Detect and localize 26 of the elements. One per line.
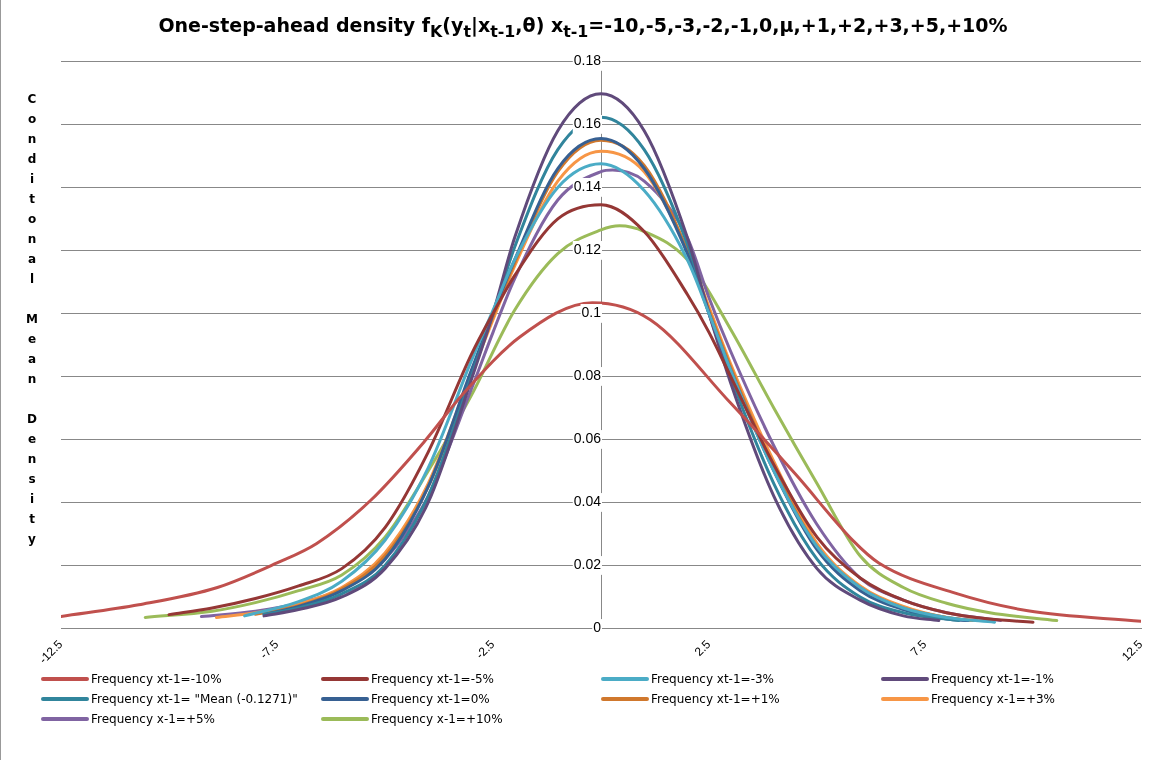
x-tick-label: -7.5 [256, 636, 282, 662]
y-tick-label: 0.06 [573, 430, 602, 447]
legend-label: Frequency xt-1=+1% [651, 692, 780, 706]
legend-label: Frequency xt-1=0% [371, 692, 490, 706]
legend-label: Frequency xt-1=-3% [651, 672, 774, 686]
x-tick-label: -2.5 [472, 636, 498, 662]
legend-label: Frequency x-1=+5% [91, 712, 216, 726]
y-tick-label: 0.12 [573, 241, 602, 258]
chart-title: One-step-ahead density f$_{K}$(y$_{t}$|x$_{t-1}$,θ) x$_{t-1}$=-10,-5,-3,-2,-1,0,μ,+1,+2,+3,+5,+10% [158, 14, 1008, 41]
legend-label: Frequency xt-1= "Mean (-0.1271)" [91, 692, 298, 706]
y-axis-title: Conditonal Mean Density [25, 92, 39, 552]
y-tick-label: 0.08 [573, 367, 602, 384]
legend-label: Frequency x-1=+10% [371, 712, 503, 726]
x-tick-label: 7.5 [907, 636, 930, 659]
y-tick-label: 0.02 [573, 556, 602, 573]
y-tick-label: 0.1 [581, 304, 602, 321]
legend-label: Frequency x-1=+3% [931, 692, 1056, 706]
y-tick-label: 0.04 [573, 493, 602, 510]
legend-label: Frequency xt-1=-10% [91, 672, 222, 686]
x-tick-label: 2.5 [691, 636, 714, 659]
y-tick-label: 0.18 [573, 52, 602, 69]
legend-label: Frequency xt-1=-1% [931, 672, 1054, 686]
y-tick-label: 0.16 [573, 115, 602, 132]
y-tick-label: 0 [593, 619, 602, 636]
y-tick-label: 0.14 [573, 178, 602, 195]
legend-label: Frequency xt-1=-5% [371, 672, 494, 686]
